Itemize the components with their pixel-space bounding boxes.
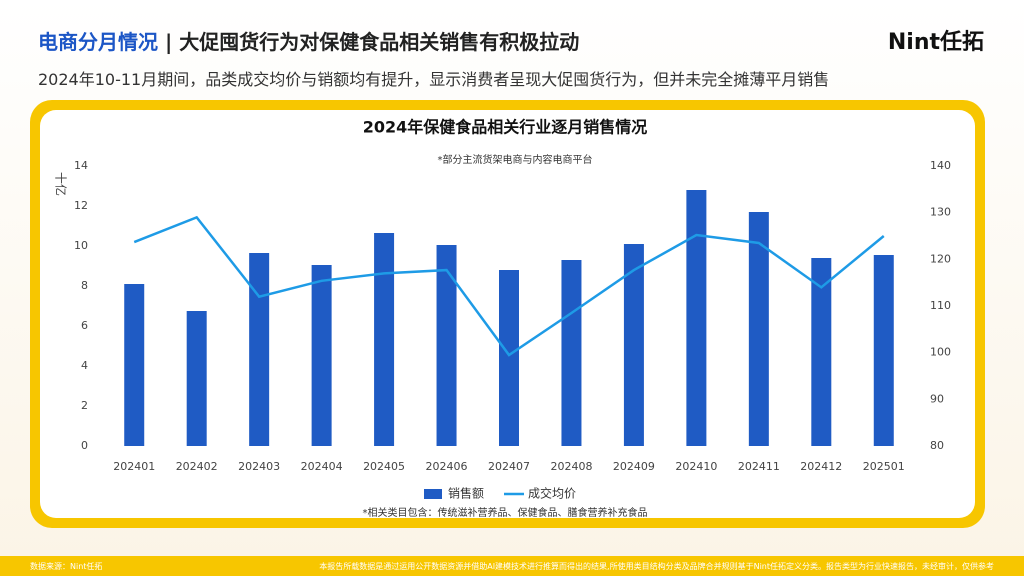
x-tick-label: 202501 (863, 460, 905, 473)
bar (811, 258, 832, 446)
logo: Nint任拓 (887, 30, 984, 55)
line (133, 215, 885, 357)
separator: | (164, 30, 173, 54)
title: 大促囤货行为对保健食品相关销售有积极拉动 (179, 30, 580, 54)
bar (186, 311, 207, 446)
bar (873, 255, 894, 446)
chart-note: *部分主流货架电商与内容电商平台 (438, 153, 593, 166)
x-tick-label: 202403 (238, 460, 280, 473)
bar (499, 270, 519, 446)
x-tick-label: 202401 (113, 460, 155, 473)
legend-label: 销售额 (448, 486, 484, 501)
y-tick-label: 8 (81, 279, 88, 292)
y-tick-label: 14 (74, 159, 88, 172)
chart-title: 2024年保健食品相关行业逐月销售情况 (363, 118, 648, 137)
topic: 电商分月情况 (38, 30, 158, 54)
y-tick-label: 0 (81, 439, 88, 452)
legend-label: 成交均价 (528, 486, 576, 501)
x-tick-label: 202405 (363, 460, 405, 473)
y-tick-label: 6 (81, 319, 88, 332)
y2-tick-label: 140 (930, 159, 951, 172)
y2-tick-label: 100 (930, 346, 951, 359)
y2-tick-label: 110 (930, 299, 951, 312)
x-tick-label: 202404 (301, 460, 343, 473)
y-tick-label: 12 (74, 199, 88, 212)
x-tick-label: 202407 (488, 460, 530, 473)
y2-tick-label: 130 (930, 206, 951, 219)
bar (249, 253, 270, 446)
bar (436, 245, 457, 446)
y-tick-label: 4 (81, 359, 88, 372)
y2-tick-label: 80 (930, 439, 944, 452)
subtitle: 2024年10-11月期间，品类成交均价与销额均有提升，显示消费者呈现大促囤货行… (38, 70, 830, 89)
source: 数据来源：Nint任拓 (30, 562, 103, 571)
bar (623, 244, 644, 446)
bar (686, 190, 707, 446)
x-tick-label: 202411 (738, 460, 780, 473)
x-tick-label: 202410 (675, 460, 717, 473)
x-tick-label: 202409 (613, 460, 655, 473)
x-tick-label: 202406 (426, 460, 468, 473)
header: 电商分月情况 | 大促囤货行为对保健食品相关销售有积极拉动 (38, 26, 579, 55)
x-tick-label: 202402 (176, 460, 218, 473)
y2-tick-label: 90 (930, 392, 944, 405)
bar (124, 284, 145, 446)
y2-tick-label: 120 (930, 252, 951, 265)
disclaimer: 本报告所载数据是通过运用公开数据资源并借助AI建模技术进行推算而得出的结果,所使… (319, 562, 994, 571)
bar (374, 233, 395, 446)
x-tick-label: 202412 (800, 460, 842, 473)
x-tick-label: 202408 (550, 460, 592, 473)
y-tick-label: 10 (74, 239, 88, 252)
bar (561, 260, 582, 446)
bar (748, 212, 769, 446)
y-axis-label: 十亿 (54, 172, 69, 196)
legend-swatch (424, 489, 442, 499)
footnote: *相关类目包含：传统滋补营养品、保健食品、膳食营养补充食品 (363, 506, 648, 519)
y-tick-label: 2 (81, 399, 88, 412)
footer: 数据来源：Nint任拓 本报告所载数据是通过运用公开数据资源并借助AI建模技术进… (0, 556, 1024, 576)
bar (311, 265, 332, 446)
